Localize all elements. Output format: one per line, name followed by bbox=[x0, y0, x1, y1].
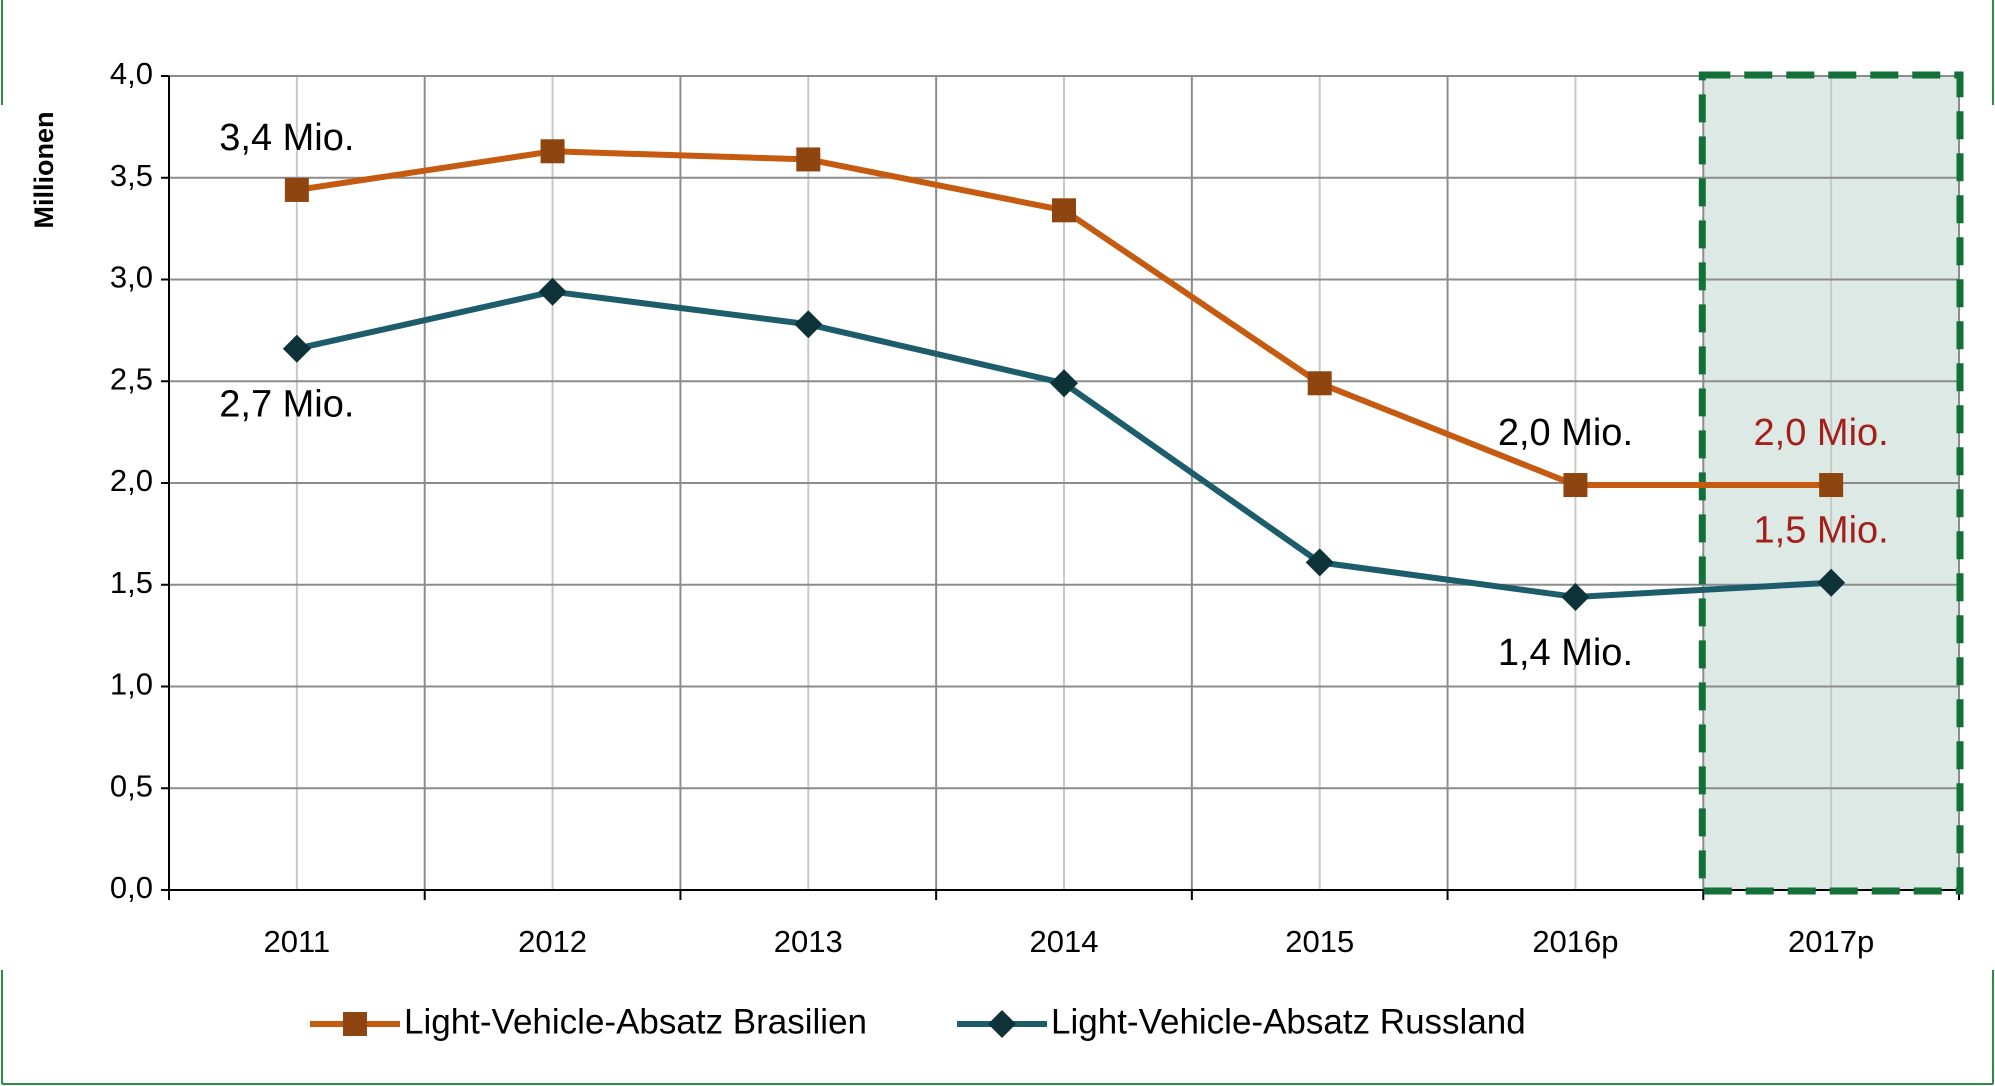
x-tick-label: 2012 bbox=[518, 924, 587, 959]
y-tick-label: 3,5 bbox=[110, 158, 153, 193]
marker bbox=[1817, 568, 1846, 597]
x-tick-label: 2016p bbox=[1532, 924, 1618, 959]
marker bbox=[1052, 198, 1076, 223]
data-label: 2,0 Mio. bbox=[1754, 412, 1889, 454]
y-tick-label: 1,0 bbox=[110, 667, 153, 702]
y-tick-label: 2,5 bbox=[110, 361, 153, 396]
x-tick-label: 2015 bbox=[1285, 924, 1354, 959]
y-tick-label: 0,0 bbox=[110, 870, 153, 905]
y-tick-label: 2,0 bbox=[110, 463, 153, 498]
y-tick-label: 0,5 bbox=[110, 768, 153, 803]
x-tick-label: 2017p bbox=[1788, 924, 1874, 959]
marker bbox=[796, 147, 821, 172]
legend-label: Light-Vehicle-Absatz Russland bbox=[1051, 1002, 1526, 1041]
y-tick-label: 1,5 bbox=[110, 565, 153, 600]
marker bbox=[1561, 582, 1590, 611]
data-label: 3,4 Mio. bbox=[219, 117, 354, 159]
marker bbox=[1050, 369, 1078, 398]
marker bbox=[1563, 473, 1588, 498]
data-label: 2,7 Mio. bbox=[219, 384, 354, 426]
marker bbox=[343, 1012, 367, 1036]
marker bbox=[540, 139, 565, 164]
marker bbox=[988, 1010, 1017, 1038]
legend-label: Light-Vehicle-Absatz Brasilien bbox=[404, 1002, 867, 1041]
x-tick-label: 2011 bbox=[264, 924, 331, 959]
marker bbox=[794, 310, 823, 339]
marker bbox=[1819, 473, 1844, 498]
marker bbox=[282, 334, 311, 363]
data-label: 1,4 Mio. bbox=[1498, 632, 1633, 674]
data-label: 2,0 Mio. bbox=[1498, 412, 1633, 454]
marker bbox=[284, 177, 309, 202]
y-tick-label: 3,0 bbox=[110, 260, 153, 295]
x-tick-label: 2014 bbox=[1030, 924, 1099, 959]
x-tick-label: 2013 bbox=[774, 924, 843, 959]
marker bbox=[1307, 371, 1332, 396]
marker bbox=[1305, 548, 1334, 577]
data-label: 1,5 Mio. bbox=[1754, 510, 1889, 552]
y-tick-label: 4,0 bbox=[110, 56, 153, 91]
marker bbox=[538, 277, 567, 306]
y-axis-label: Millionen bbox=[29, 112, 59, 229]
